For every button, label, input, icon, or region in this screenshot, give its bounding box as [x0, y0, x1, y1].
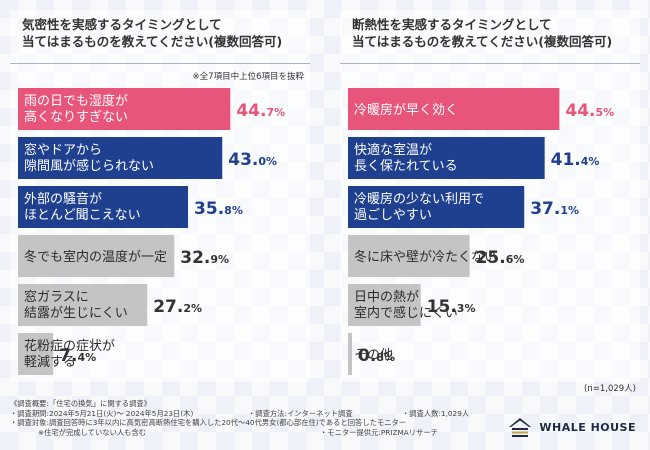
right-value-label-1: 41.4%: [551, 150, 600, 170]
left-value-label-3: 32.9%: [180, 248, 229, 268]
left-bar-5: [18, 333, 54, 375]
right-bar-4: [348, 284, 421, 326]
survey-footnotes: 《調査概要:「住宅の換気」に関する調査》 ・調査期間:2024年5月21日(火)…: [10, 399, 510, 437]
survey-target: ・調査対象:調査回答時に3年以内に高気密高断熱住宅を購入した20代～40代男女(…: [10, 418, 407, 427]
survey-provider: ・モニター提供元:PRIZMAリサーチ: [320, 427, 438, 437]
left-chart-panel: 気密性を実感するタイミングとして 当てはまるものを教えてください(複数回答可) …: [10, 10, 310, 382]
whale-house-logo: WHALE HOUSE: [507, 414, 636, 440]
left-category-label-3-0: 冬でも室内の温度が一定: [24, 249, 167, 265]
left-category-label-5-1: 軽減する: [24, 354, 76, 370]
left-bar-1: [18, 137, 223, 179]
left-value-label-4: 27.2%: [153, 297, 202, 317]
right-category-label-4-0: 日中の熱が: [354, 290, 419, 305]
right-category-label-5-0: その他: [354, 348, 393, 363]
right-value-label-2: 37.1%: [530, 199, 579, 219]
left-category-label-5-0: 花粉症の症状が: [24, 338, 115, 354]
left-bar-4: [18, 284, 148, 326]
right-value-label-4: 15.3%: [427, 297, 476, 317]
right-bar-5: [348, 333, 352, 375]
left-category-label-0-0: 雨の日でも湿度が: [24, 93, 128, 109]
right-bar-2: [348, 186, 525, 228]
left-chart-title: 気密性を実感するタイミングとして 当てはまるものを教えてください(複数回答可): [22, 17, 283, 49]
right-category-label-1-0: 快適な室温が: [354, 142, 432, 158]
right-value-label-0: 44.5%: [565, 101, 614, 121]
left-category-label-2-1: ほとんど聞こえない: [24, 208, 141, 223]
right-category-label-1-1: 長く保たれている: [354, 159, 458, 174]
survey-method: ・調査方法:インターネット調査: [248, 408, 353, 418]
left-category-label-1-1: 隙間風が感じられない: [24, 158, 154, 174]
right-category-label-0-0: 冷暖房が早く効く: [354, 102, 458, 118]
right-value-label-5: 0.8%: [358, 346, 395, 366]
left-category-label-4-0: 窓ガラスに: [24, 289, 89, 305]
left-value-label-2: 35.8%: [194, 199, 243, 219]
survey-count: ・調査人数:1,029人: [402, 408, 470, 418]
left-category-label-2-0: 外部の騒音が: [24, 191, 102, 207]
left-title-divider: [10, 63, 310, 64]
left-value-label-0: 44.7%: [236, 101, 285, 121]
left-category-label-1-0: 窓やドアから: [24, 142, 102, 158]
left-bar-2: [18, 186, 189, 228]
right-category-label-4-1: 室内で感じにくい: [354, 305, 458, 321]
right-chart-title: 断熱性を実感するタイミングとして 当てはまるものを教えてください(複数回答可): [352, 17, 613, 49]
whale-house-logo-icon: [509, 418, 532, 437]
left-category-label-0-1: 高くなりすぎない: [24, 109, 128, 125]
right-value-label-3: 25.6%: [476, 248, 525, 268]
left-value-label-1: 43.0%: [228, 150, 277, 170]
left-bar-0: [18, 88, 231, 130]
right-bar-0: [348, 88, 560, 130]
right-chart-panel: 断熱性を実感するタイミングとして 当てはまるものを教えてください(複数回答可) …: [340, 10, 640, 382]
right-bar-3: [348, 235, 470, 277]
survey-outline: 《調査概要:「住宅の換気」に関する調査》: [10, 399, 152, 408]
left-category-label-4-1: 結露が生じにくい: [24, 306, 128, 321]
left-chart-note: ※全7項目中上位6項目を抜粋: [192, 72, 304, 82]
right-category-label-3-0: 冬に床や壁が冷たくない: [354, 249, 497, 265]
right-category-label-2-1: 過ごしやすい: [354, 207, 432, 223]
right-bar-1: [348, 137, 545, 179]
survey-period: ・調査期間:2024年5月21日(火)～ 2024年5月23日(木): [10, 408, 194, 418]
right-title-divider: [340, 63, 640, 64]
left-bar-3: [18, 235, 175, 277]
logo-text: WHALE HOUSE: [539, 420, 636, 434]
left-value-label-5: 7.4%: [59, 346, 96, 366]
sample-size: (n=1,029人): [584, 384, 636, 394]
right-category-label-2-0: 冷暖房の少ない利用で: [354, 191, 484, 207]
survey-note: ※住宅が完成していない人も含む: [38, 427, 147, 437]
